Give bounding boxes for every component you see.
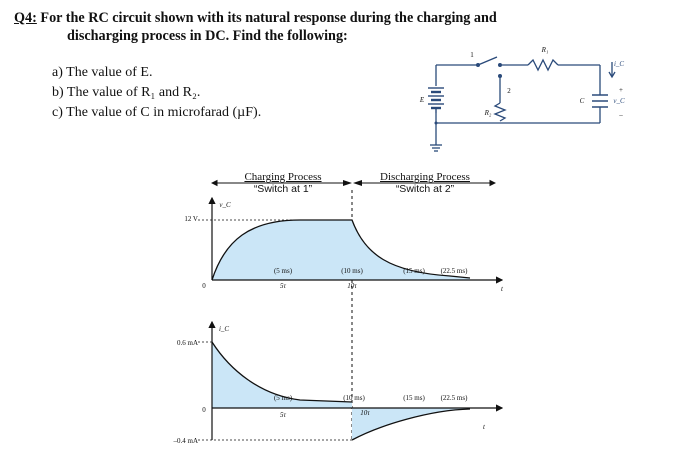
ic-peak-label: 0.6 mA xyxy=(177,339,198,347)
ann-22ms-bottom: (22.5 ms) xyxy=(440,394,468,402)
charging-title: Charging Process xyxy=(244,171,322,183)
ann-5tau-top: 5τ xyxy=(279,282,286,290)
vc-axis-label: v_C xyxy=(219,201,231,209)
ann-10tau-top: 10τ xyxy=(347,282,357,290)
r1-label: R₁ xyxy=(541,46,549,54)
vc-level-label: 12 V xyxy=(184,215,198,223)
discharging-title: Discharging Process xyxy=(380,171,470,183)
question-items: a) The value of E. b) The value of R₁ an… xyxy=(52,63,261,123)
ann-10ms-top: (10 ms) xyxy=(341,267,363,275)
item-label: b) xyxy=(52,85,64,100)
discharging-subtitle: “Switch at 2” xyxy=(395,183,455,195)
ann-5tau-bottom: 5τ xyxy=(279,411,286,419)
list-item: c) The value of C in microfarad (µF). xyxy=(52,103,261,123)
item-text: The value of C in microfarad (µF). xyxy=(66,105,262,120)
ic-neg-label: –0.4 mA xyxy=(173,437,199,445)
voltage-plus: + xyxy=(619,86,623,94)
r2-label: R₂ xyxy=(484,109,492,117)
vc-zero-label: 0 xyxy=(202,282,206,290)
list-item: b) The value of R₁ and R₂. xyxy=(52,83,261,103)
ic-axis-label: i_C xyxy=(218,325,230,333)
switch-label-1: 1 xyxy=(470,51,474,59)
switch-terminal-1 xyxy=(476,63,480,67)
item-label: c) xyxy=(52,105,63,120)
voltage-minus: – xyxy=(619,111,623,119)
battery-icon xyxy=(428,87,444,113)
voltage-label: v_C xyxy=(613,97,625,105)
switch-label-2: 2 xyxy=(507,87,511,95)
ann-5ms-top: (5 ms) xyxy=(273,267,293,275)
item-text: The value of E. xyxy=(66,65,153,80)
switch-pivot xyxy=(498,63,502,67)
list-item: a) The value of E. xyxy=(52,63,261,83)
item-label: a) xyxy=(52,65,63,80)
question-number: Q4: xyxy=(14,10,37,26)
ann-10tau-bottom: 10τ xyxy=(360,409,370,417)
question-text-line2: discharging process in DC. Find the foll… xyxy=(67,28,348,44)
t-axis-label-bottom: t xyxy=(483,423,485,431)
t-axis-label-top: t xyxy=(501,285,503,293)
ic-zero-label: 0 xyxy=(202,406,206,414)
capacitor-icon xyxy=(592,94,608,108)
question-header: Q4: For the RC circuit shown with its na… xyxy=(14,9,674,45)
ann-10ms-bottom: (10 ms) xyxy=(343,394,365,402)
ann-15ms-bottom: (15 ms) xyxy=(403,394,425,402)
ann-22ms-top: (22.5 ms) xyxy=(440,267,468,275)
question-text-line1: For the RC circuit shown with its natura… xyxy=(40,10,497,26)
item-text: The value of R₁ and R₂. xyxy=(66,85,201,100)
ann-15ms-top: (15 ms) xyxy=(403,267,425,275)
current-label: i_C xyxy=(613,60,625,68)
capacitor-label: C xyxy=(579,97,585,105)
ann-5ms-bottom: (5 ms) xyxy=(273,394,293,402)
source-label: E xyxy=(419,96,425,104)
charging-subtitle: “Switch at 1” xyxy=(253,183,313,195)
switch-terminal-2 xyxy=(498,74,502,78)
